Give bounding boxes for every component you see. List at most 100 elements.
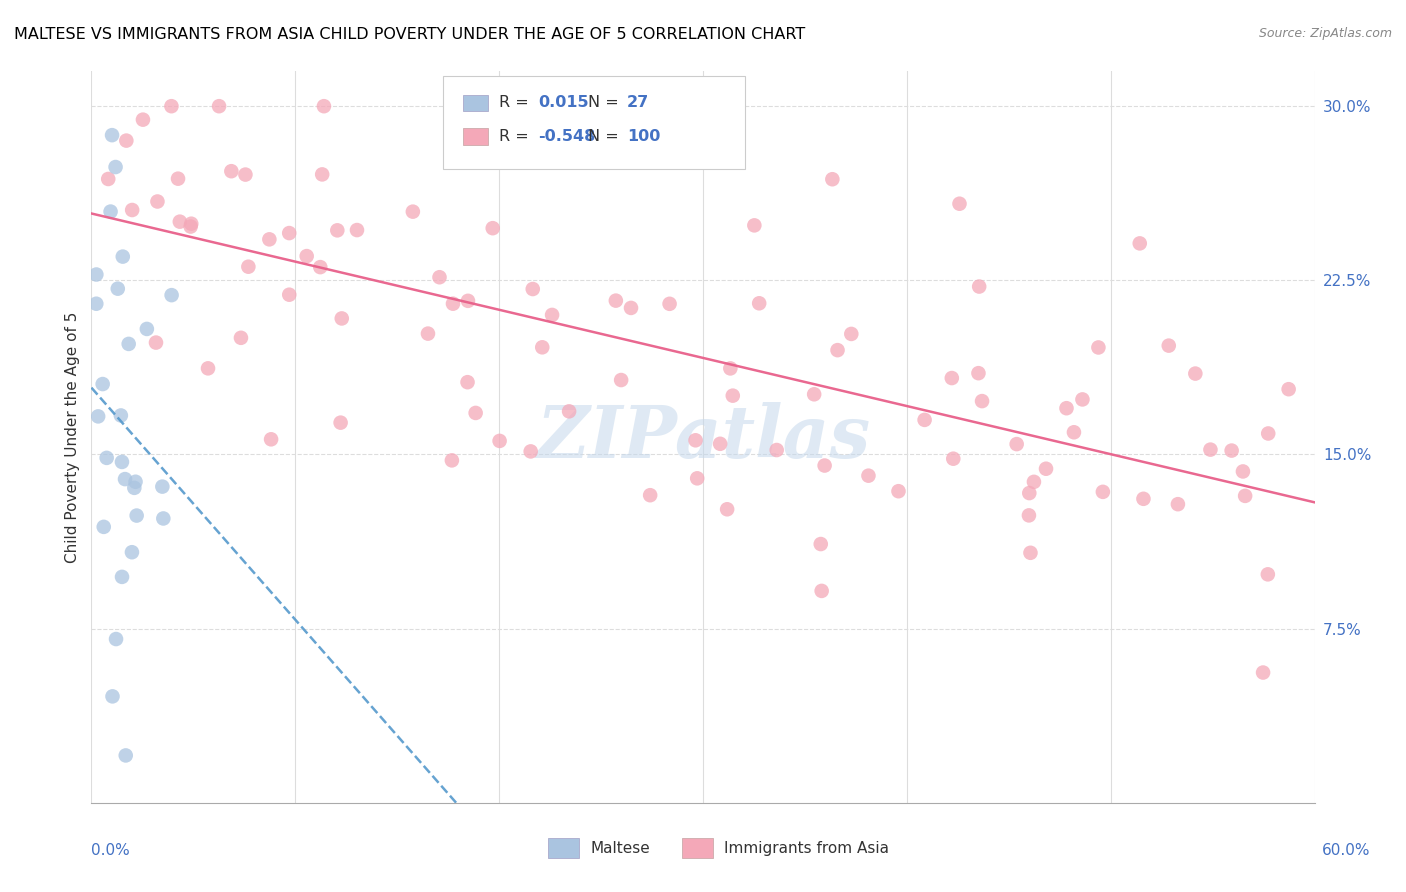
Text: R =: R = <box>499 129 534 144</box>
Point <box>814 458 837 473</box>
Point <box>104 160 127 174</box>
Point <box>941 371 963 385</box>
Point <box>1167 497 1189 511</box>
Point <box>114 748 136 763</box>
Point <box>488 434 510 448</box>
Point <box>531 340 554 354</box>
Point <box>810 537 832 551</box>
Point <box>1234 489 1257 503</box>
Point <box>114 472 136 486</box>
Point <box>1251 665 1274 680</box>
Point <box>132 112 155 127</box>
Point <box>93 520 115 534</box>
Point <box>235 168 257 182</box>
Point <box>1199 442 1222 457</box>
Point <box>709 437 731 451</box>
Point <box>160 99 183 113</box>
Point <box>744 219 766 233</box>
Point <box>146 194 169 209</box>
Point <box>96 450 118 465</box>
Point <box>160 288 183 302</box>
Point <box>111 570 134 584</box>
Point <box>1232 465 1254 479</box>
Text: MALTESE VS IMMIGRANTS FROM ASIA CHILD POVERTY UNDER THE AGE OF 5 CORRELATION CHA: MALTESE VS IMMIGRANTS FROM ASIA CHILD PO… <box>14 27 806 42</box>
Point <box>121 545 143 559</box>
Point <box>197 361 219 376</box>
Point <box>718 361 741 376</box>
Point <box>311 168 333 182</box>
Point <box>440 453 463 467</box>
Point <box>1071 392 1094 407</box>
Point <box>169 215 191 229</box>
Point <box>1220 443 1243 458</box>
Point <box>87 409 110 424</box>
Point <box>278 226 301 240</box>
Point <box>970 394 993 409</box>
Point <box>326 223 349 237</box>
Point <box>115 134 138 148</box>
Point <box>1005 437 1028 451</box>
Text: -0.548: -0.548 <box>538 129 596 144</box>
Point <box>346 223 368 237</box>
Text: R =: R = <box>499 95 534 110</box>
Point <box>465 152 488 166</box>
Y-axis label: Child Poverty Under the Age of 5: Child Poverty Under the Age of 5 <box>65 311 80 563</box>
Point <box>638 488 661 502</box>
Point <box>482 139 505 153</box>
Text: N =: N = <box>588 95 624 110</box>
Point <box>1087 341 1109 355</box>
Point <box>259 232 281 246</box>
Point <box>135 322 157 336</box>
Point <box>1157 338 1180 352</box>
Point <box>1035 461 1057 475</box>
Point <box>309 260 332 274</box>
Point <box>312 99 335 113</box>
Point <box>942 451 965 466</box>
Point <box>914 413 936 427</box>
Point <box>457 293 479 308</box>
Point <box>152 511 174 525</box>
Point <box>620 301 643 315</box>
Point <box>402 204 425 219</box>
Point <box>101 128 124 143</box>
Point <box>685 434 707 448</box>
Point <box>1022 475 1045 489</box>
Point <box>260 432 283 446</box>
Point <box>464 406 486 420</box>
Point <box>858 468 880 483</box>
Point <box>558 404 581 418</box>
Point <box>1019 546 1042 560</box>
Text: Source: ZipAtlas.com: Source: ZipAtlas.com <box>1258 27 1392 40</box>
Point <box>1091 484 1114 499</box>
Point <box>167 171 190 186</box>
Point <box>180 219 202 234</box>
Point <box>145 335 167 350</box>
Point <box>827 343 849 358</box>
Point <box>105 632 128 646</box>
Point <box>180 217 202 231</box>
Point <box>124 475 146 489</box>
Text: Maltese: Maltese <box>591 841 650 855</box>
Point <box>519 444 541 458</box>
Point <box>441 296 464 310</box>
Point <box>457 375 479 389</box>
Point <box>605 293 627 308</box>
Point <box>118 337 141 351</box>
Point <box>121 202 143 217</box>
Point <box>658 297 681 311</box>
Point <box>91 377 114 392</box>
Point <box>124 481 146 495</box>
Text: 27: 27 <box>627 95 650 110</box>
Point <box>107 282 129 296</box>
Point <box>101 690 124 704</box>
Text: N =: N = <box>588 129 624 144</box>
Point <box>1257 567 1279 582</box>
Point <box>238 260 260 274</box>
Point <box>967 366 990 380</box>
Point <box>100 204 122 219</box>
Point <box>229 331 252 345</box>
Point <box>1257 426 1279 441</box>
Point <box>208 99 231 113</box>
Point <box>1063 425 1085 440</box>
Point <box>541 308 564 322</box>
